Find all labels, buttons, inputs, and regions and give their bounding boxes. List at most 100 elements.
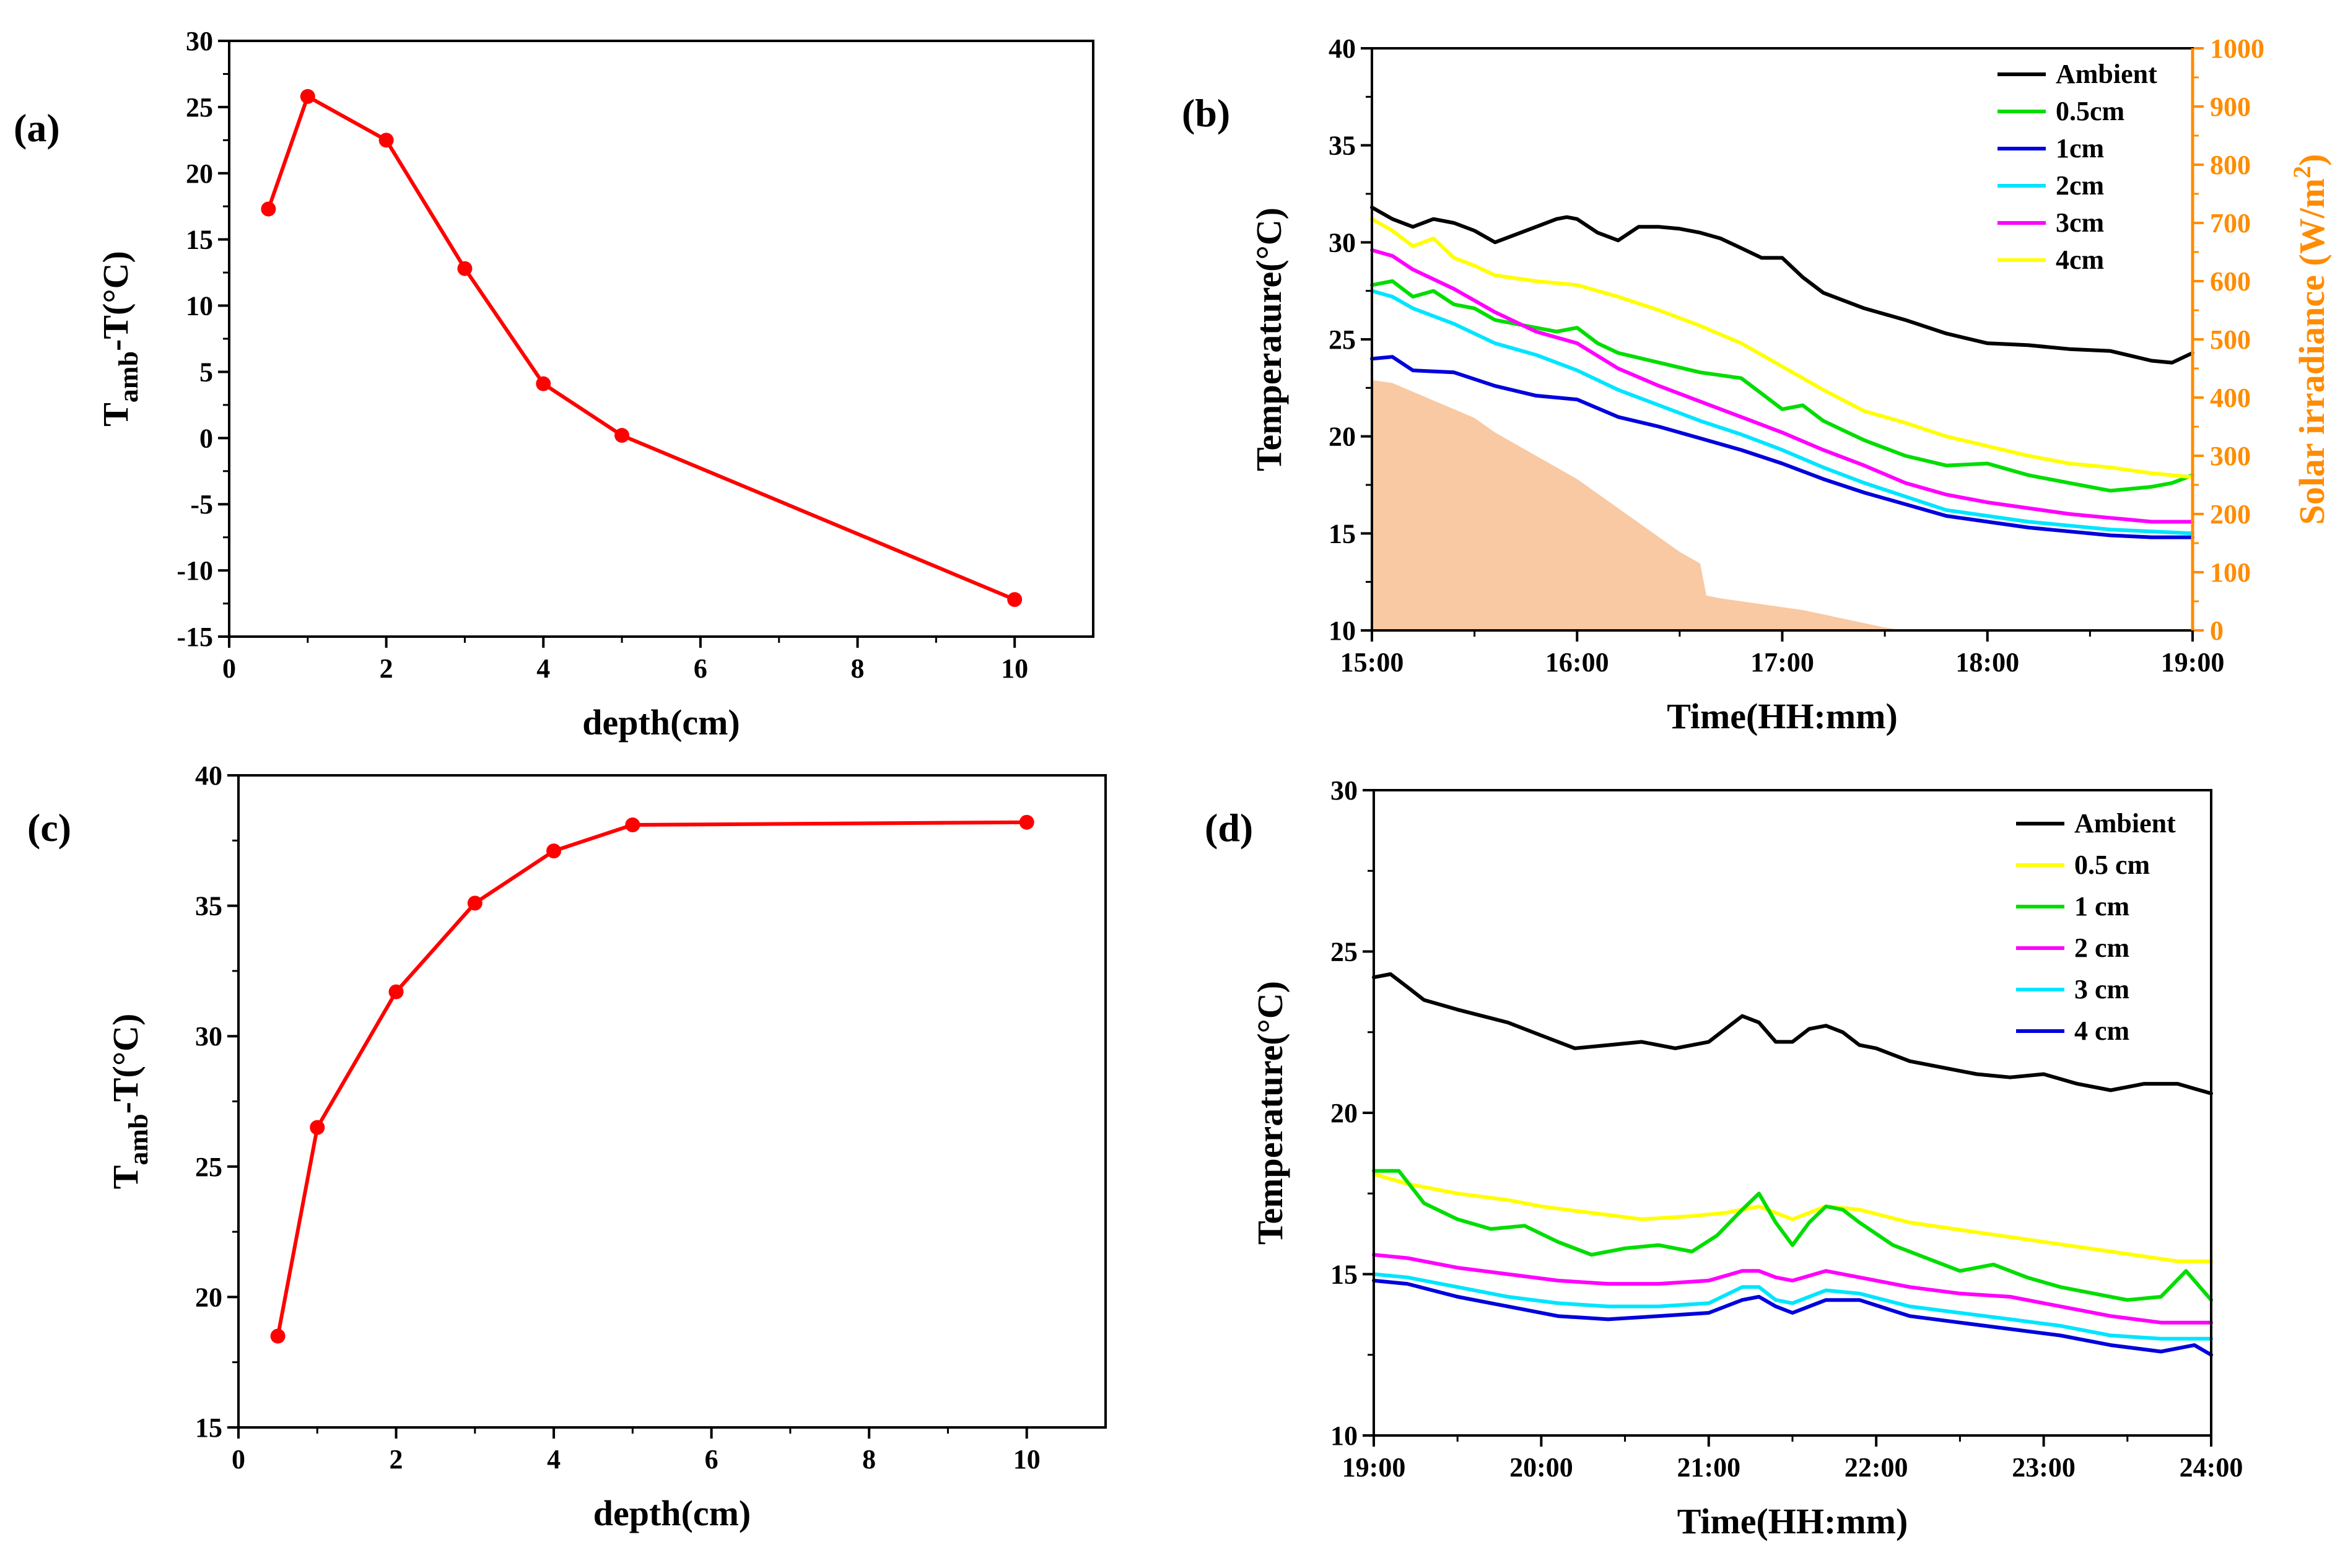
d-ytick-label: 30 [1330, 775, 1358, 806]
b-legend-label: 0.5cm [2056, 96, 2124, 126]
d-legend-label: Ambient [2074, 808, 2176, 838]
c-data-point [625, 817, 640, 833]
c-data-point [388, 984, 404, 1000]
d-xtick-label: 24:00 [2180, 1452, 2243, 1483]
d-x-axis-title: Time(HH:mm) [1677, 1501, 1908, 1541]
a-ytick-label: -5 [190, 489, 213, 520]
a-data-point [614, 428, 630, 443]
c-x-axis-title: depth(cm) [593, 1493, 751, 1533]
d-legend-label: 1 cm [2074, 891, 2129, 921]
c-ytick-label: 40 [195, 760, 222, 791]
d-ytick-label: 10 [1330, 1421, 1358, 1451]
d-series-line-4 [1372, 1272, 2213, 1341]
panel-b: (b) 0 100 200 300 400 500 600 700 800 900 1000 Solar… [1182, 33, 2332, 736]
c-data-point [270, 1328, 286, 1344]
a-y-axis-title: Tamb-T(°C) [95, 251, 144, 427]
a-data-point [536, 376, 551, 391]
a-xtick-label: 8 [851, 653, 865, 684]
d-panel-label: (d) [1205, 806, 1253, 850]
a-ytick-label: 20 [186, 159, 213, 189]
a-ytick-label: 25 [186, 92, 213, 123]
a-data-point [378, 133, 394, 148]
a-data-point [300, 89, 315, 104]
c-xtick-label: 4 [547, 1444, 561, 1474]
c-ytick-label: 30 [195, 1021, 222, 1052]
d-xtick-label: 20:00 [1509, 1452, 1573, 1483]
c-ytick-label: 25 [195, 1152, 222, 1182]
b-y2tick-label: 600 [2210, 266, 2251, 297]
b-y2tick-label: 0 [2210, 616, 2224, 646]
c-ytick-label: 20 [195, 1282, 222, 1312]
a-ytick-label: -15 [177, 622, 213, 652]
b-y2-axis-title-tail: ) [2292, 154, 2332, 166]
c-xtick-label: 0 [232, 1444, 245, 1474]
b-ytick-label: 30 [1329, 227, 1356, 258]
b-y2-axis-title-superscript: 2 [2288, 166, 2316, 178]
a-panel-label: (a) [14, 106, 60, 150]
b-xtick-label: 17:00 [1750, 647, 1814, 677]
a-ytick-label: 0 [199, 423, 213, 453]
b-ytick-label: 15 [1329, 518, 1356, 549]
b-y2-axis-title-main: Solar irradiance (W/m [2292, 178, 2332, 525]
d-series-line-3 [1372, 1253, 2213, 1325]
d-xtick-label: 21:00 [1677, 1452, 1740, 1483]
d-xtick-label: 23:00 [2012, 1452, 2076, 1483]
a-y-axis-title-tail: -T(°C) [95, 251, 136, 351]
d-series-line-2 [1372, 1169, 2213, 1302]
panel-d: (d) 10 15 20 25 30 19:00 20:00 21:00 22:00 23:00 24… [1205, 775, 2243, 1541]
a-xtick-label: 4 [536, 653, 550, 684]
d-xtick-label: 19:00 [1342, 1452, 1406, 1483]
b-y2tick-label: 1000 [2210, 33, 2264, 64]
a-xtick-label: 6 [694, 653, 707, 684]
c-xtick-label: 2 [390, 1444, 403, 1474]
d-xtick-label: 22:00 [1844, 1452, 1908, 1483]
a-ytick-label: 30 [186, 26, 213, 56]
b-legend-label: 4cm [2056, 245, 2104, 275]
c-y-axis-title-main: T [105, 1165, 146, 1190]
d-legend-label: 2 cm [2074, 933, 2129, 963]
a-ytick-label: 10 [186, 291, 213, 321]
panel-a: (a) -15 -10 -5 0 5 10 15 20 25 30 0 2 4 6 8 10 depth(cm) T… [14, 26, 1094, 743]
b-irradiance-area [1372, 380, 1906, 630]
b-ytick-label: 10 [1329, 616, 1356, 646]
a-x-axis-title: depth(cm) [582, 702, 740, 743]
d-series-line-1 [1372, 1172, 2213, 1263]
b-y2tick-label: 500 [2210, 324, 2251, 355]
a-y-axis-title-subscript: amb [113, 351, 144, 403]
b-legend-label: 2cm [2056, 170, 2104, 201]
b-xtick-label: 19:00 [2161, 647, 2225, 677]
b-xtick-label: 15:00 [1340, 647, 1404, 677]
b-y2tick-label: 300 [2210, 441, 2251, 471]
a-data-point [457, 261, 473, 276]
b-x-axis-title: Time(HH:mm) [1667, 696, 1898, 736]
a-xtick-label: 10 [1001, 653, 1028, 684]
b-y2tick-label: 900 [2210, 92, 2251, 122]
d-y-axis-title: Temperature(°C) [1250, 981, 1290, 1245]
a-xtick-label: 2 [380, 653, 393, 684]
a-ytick-label: 15 [186, 225, 213, 255]
b-ytick-label: 20 [1329, 422, 1356, 452]
b-series-line-1 [1370, 279, 2194, 493]
a-data-point [1007, 592, 1023, 608]
b-series-line-2 [1370, 355, 2194, 539]
c-panel-label: (c) [27, 806, 71, 850]
b-panel-label: (b) [1182, 91, 1230, 135]
d-legend-label: 3 cm [2074, 974, 2129, 1004]
b-series-line-4 [1370, 248, 2194, 524]
d-ytick-label: 20 [1330, 1098, 1358, 1128]
d-series-line-5 [1372, 1278, 2213, 1357]
c-data-point [546, 843, 562, 859]
c-y-axis-title-tail: -T(°C) [105, 1014, 146, 1114]
c-y-axis-title-subscript: amb [123, 1113, 154, 1165]
c-data-point [1019, 814, 1034, 830]
b-series-line-0 [1370, 205, 2194, 365]
c-xtick-label: 8 [862, 1444, 876, 1474]
c-y-axis-title: Tamb-T(°C) [105, 1014, 154, 1190]
d-ytick-label: 25 [1330, 937, 1358, 967]
c-xtick-label: 10 [1013, 1444, 1041, 1474]
a-data-point [261, 201, 276, 217]
b-ytick-label: 35 [1329, 131, 1356, 161]
a-y-axis-title-main: T [95, 403, 136, 427]
